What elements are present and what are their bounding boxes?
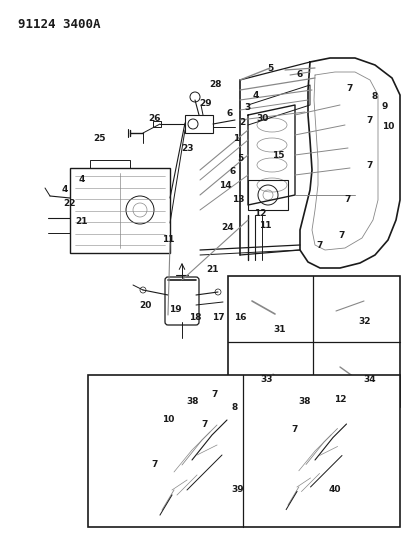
Text: 9: 9: [381, 101, 387, 110]
Text: 15: 15: [271, 150, 283, 159]
Text: 18: 18: [188, 313, 201, 322]
Text: 40: 40: [328, 486, 341, 495]
Text: 6: 6: [226, 109, 232, 117]
Text: 3: 3: [244, 102, 251, 111]
Text: 1: 1: [232, 133, 239, 142]
Text: 28: 28: [209, 79, 222, 88]
Text: 7: 7: [346, 84, 352, 93]
Text: 7: 7: [316, 240, 322, 249]
Text: 8: 8: [231, 403, 238, 413]
Text: 38: 38: [186, 398, 199, 407]
Text: 10: 10: [162, 416, 174, 424]
Bar: [228, 276, 399, 407]
Text: 25: 25: [94, 133, 106, 142]
Text: 24: 24: [221, 223, 234, 232]
Text: 7: 7: [366, 160, 372, 169]
Text: 7: 7: [366, 116, 372, 125]
Text: 5: 5: [236, 154, 243, 163]
Text: 22: 22: [64, 198, 76, 207]
Text: 21: 21: [206, 265, 219, 274]
Text: 10: 10: [381, 122, 393, 131]
Text: 26: 26: [148, 114, 161, 123]
Bar: [153, 121, 161, 127]
Text: 7: 7: [211, 391, 217, 400]
Text: 30: 30: [256, 114, 269, 123]
Bar: [88, 375, 399, 527]
Text: 13: 13: [231, 196, 244, 205]
Text: 34: 34: [363, 376, 375, 384]
Text: 6: 6: [229, 166, 236, 175]
Text: 29: 29: [199, 99, 212, 108]
Text: 17: 17: [211, 313, 224, 322]
Text: 23: 23: [181, 143, 194, 152]
Text: 7: 7: [344, 196, 350, 205]
Text: 11: 11: [161, 236, 174, 245]
Text: 5: 5: [266, 63, 273, 72]
Bar: [70, 168, 170, 253]
Text: 20: 20: [139, 301, 151, 310]
Text: 8: 8: [371, 92, 377, 101]
Text: 11: 11: [258, 221, 271, 230]
Text: 7: 7: [338, 230, 344, 239]
Text: 32: 32: [358, 318, 370, 327]
Text: 31: 31: [273, 326, 286, 335]
Text: 33: 33: [260, 376, 273, 384]
Text: 7: 7: [201, 421, 208, 430]
Text: 4: 4: [79, 175, 85, 184]
Text: 2: 2: [238, 117, 245, 126]
Text: 91124 3400A: 91124 3400A: [18, 18, 100, 31]
Text: 38: 38: [298, 398, 311, 407]
Text: 12: 12: [253, 208, 266, 217]
Text: 7: 7: [151, 461, 158, 470]
Text: 7: 7: [291, 425, 297, 434]
Bar: [247, 180, 287, 210]
Text: 12: 12: [333, 395, 345, 405]
Text: 19: 19: [168, 305, 181, 314]
Text: 21: 21: [76, 217, 88, 227]
Text: 6: 6: [296, 69, 303, 78]
Text: 4: 4: [62, 185, 68, 195]
Text: 39: 39: [231, 486, 244, 495]
Text: 16: 16: [233, 313, 246, 322]
Text: 14: 14: [218, 181, 231, 190]
Bar: [90, 160, 130, 168]
Bar: [185, 115, 213, 133]
Text: 4: 4: [252, 91, 258, 100]
